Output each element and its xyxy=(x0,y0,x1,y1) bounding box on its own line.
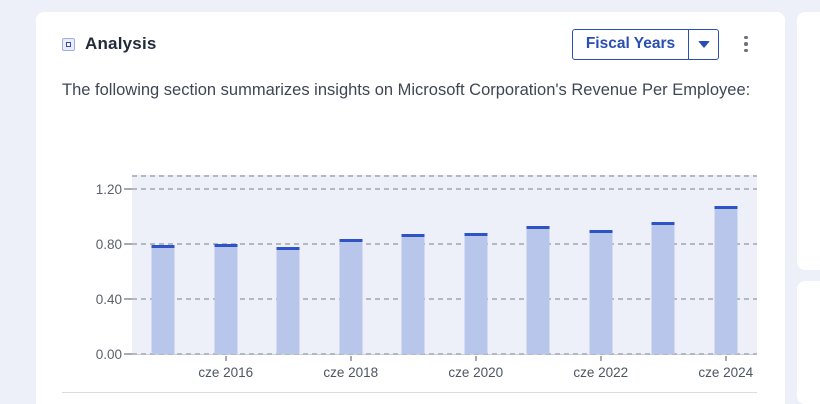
x-axis-label: cze 2018 xyxy=(323,365,379,380)
y-axis: 0.00 0.40 0.80 1.20 xyxy=(56,175,122,362)
x-axis-label: cze 2020 xyxy=(448,365,504,380)
section-description: The following section summarizes insight… xyxy=(62,81,751,99)
kebab-dot xyxy=(744,35,748,40)
y-axis-tick xyxy=(124,353,132,355)
y-axis-label: 0.80 xyxy=(95,237,122,253)
gridline xyxy=(132,243,757,246)
x-axis-label: cze 2022 xyxy=(573,365,629,380)
bar[interactable] xyxy=(339,238,363,354)
chevron-down-shape xyxy=(697,40,710,48)
bar[interactable] xyxy=(589,230,613,354)
chevron-down-icon[interactable] xyxy=(689,30,718,59)
header-actions: Fiscal Years xyxy=(572,28,757,60)
x-axis-label: cze 2016 xyxy=(198,365,254,380)
x-axis: cze 2016 cze 2018 cze 2020 cze 2022 cze 2024 xyxy=(132,356,757,390)
gridline xyxy=(132,298,757,301)
section-bullet-inner xyxy=(66,41,71,47)
kebab-dot xyxy=(744,48,748,53)
y-axis-tick xyxy=(124,188,132,191)
adjacent-card-bottom xyxy=(797,281,820,404)
bar[interactable] xyxy=(401,234,425,354)
analysis-card: Analysis Fiscal Years The following sect… xyxy=(36,12,785,404)
fiscal-years-label[interactable]: Fiscal Years xyxy=(573,29,689,59)
bar[interactable] xyxy=(464,233,488,354)
kebab-dot xyxy=(744,42,748,46)
gridline xyxy=(132,188,757,191)
adjacent-card-top xyxy=(797,12,820,270)
card-header: Analysis Fiscal Years xyxy=(62,28,757,60)
gridline xyxy=(132,353,757,355)
bar[interactable] xyxy=(714,205,738,354)
x-axis-tick xyxy=(349,356,352,361)
bar[interactable] xyxy=(214,244,238,354)
y-axis-label: 1.20 xyxy=(95,182,122,198)
y-axis-tick xyxy=(124,243,132,246)
x-axis-tick xyxy=(474,356,477,361)
y-axis-label: 0.40 xyxy=(95,292,122,308)
plot-top-border xyxy=(132,175,757,177)
section-bullet-icon xyxy=(62,37,75,51)
bar[interactable] xyxy=(526,226,550,354)
revenue-per-employee-chart: 0.00 0.40 0.80 1.20 cze 2016 cze 2018 cze 202… xyxy=(36,12,785,404)
section-title: Analysis xyxy=(85,34,157,53)
x-axis-tick xyxy=(599,356,602,361)
fiscal-years-dropdown[interactable]: Fiscal Years xyxy=(572,28,719,60)
bar[interactable] xyxy=(651,222,675,354)
card-divider xyxy=(62,392,757,393)
bar[interactable] xyxy=(151,245,175,354)
x-axis-label: cze 2024 xyxy=(698,365,754,380)
section-title-group: Analysis xyxy=(62,34,157,54)
x-axis-tick xyxy=(224,356,227,361)
bar[interactable] xyxy=(276,246,300,354)
y-axis-label: 0.00 xyxy=(95,347,122,362)
kebab-menu-button[interactable] xyxy=(735,30,757,58)
y-axis-tick xyxy=(124,298,132,301)
x-axis-tick xyxy=(724,356,727,361)
plot-area xyxy=(124,175,757,355)
